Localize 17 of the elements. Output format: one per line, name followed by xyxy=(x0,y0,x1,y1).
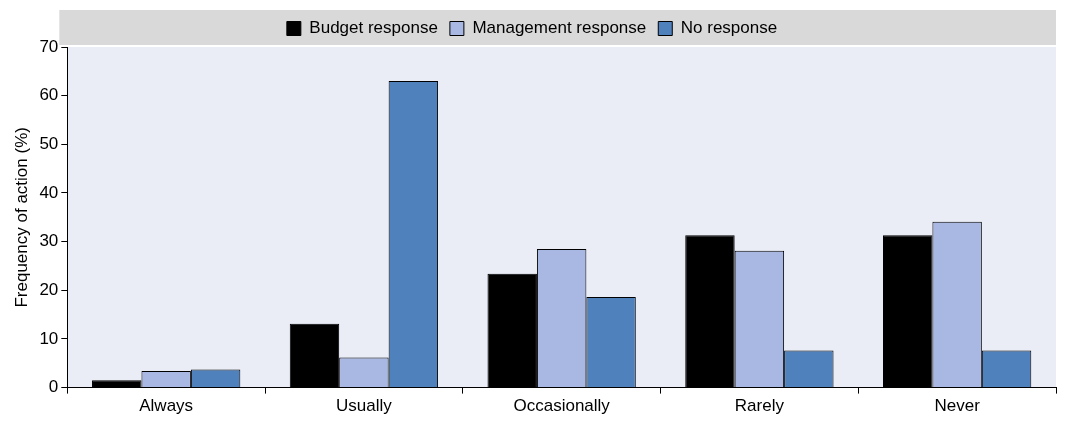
y-tick-label: 10 xyxy=(39,328,59,348)
y-tick-label: 70 xyxy=(39,36,59,56)
y-axis-title: Frequency of action (%) xyxy=(11,127,31,308)
y-tick-label: 20 xyxy=(39,279,59,299)
y-tick-label: 0 xyxy=(48,377,59,397)
y-tick-label: 50 xyxy=(39,134,59,153)
x-tick-label: Rarely xyxy=(734,396,785,416)
x-tick-label: Usually xyxy=(336,396,393,416)
legend-label: No response xyxy=(680,18,778,38)
y-tick-label: 40 xyxy=(39,182,59,202)
x-tick-label: Always xyxy=(139,396,194,416)
y-tick-label: 60 xyxy=(39,85,59,105)
legend-label: Management response xyxy=(472,18,647,38)
x-tick-label: Never xyxy=(934,396,981,416)
x-tick-label: Occasionally xyxy=(513,396,611,416)
y-tick-label: 30 xyxy=(39,231,59,251)
legend-label: Budget response xyxy=(309,18,438,38)
